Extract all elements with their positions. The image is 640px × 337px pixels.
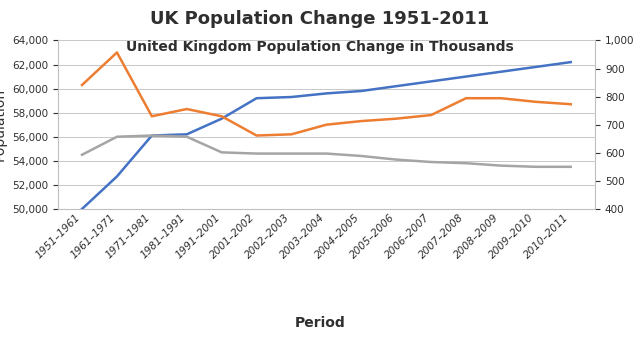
Y-axis label: Population: Population <box>0 88 6 161</box>
Text: Period: Period <box>294 316 346 330</box>
Text: UK Population Change 1951-2011: UK Population Change 1951-2011 <box>150 10 490 28</box>
Text: United Kingdom Population Change in Thousands: United Kingdom Population Change in Thou… <box>126 40 514 55</box>
